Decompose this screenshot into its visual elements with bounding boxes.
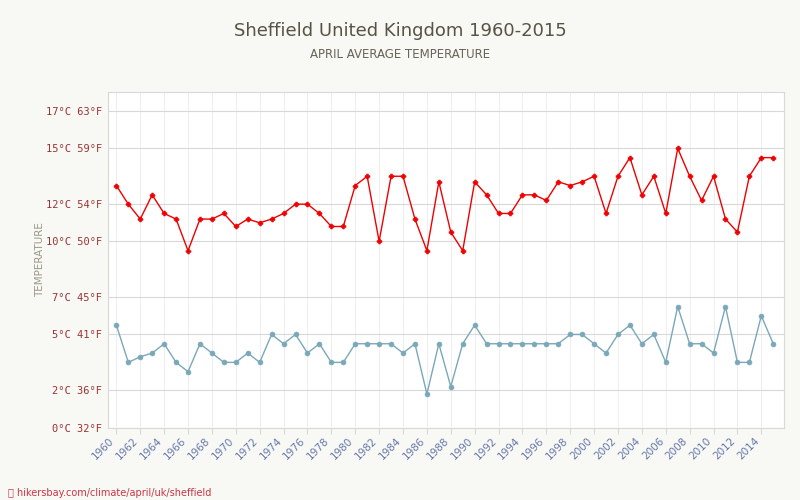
Text: Sheffield United Kingdom 1960-2015: Sheffield United Kingdom 1960-2015 (234, 22, 566, 40)
Text: TEMPERATURE: TEMPERATURE (35, 222, 46, 298)
Text: APRIL AVERAGE TEMPERATURE: APRIL AVERAGE TEMPERATURE (310, 48, 490, 60)
Text: 📍 hikersbay.com/climate/april/uk/sheffield: 📍 hikersbay.com/climate/april/uk/sheffie… (8, 488, 211, 498)
